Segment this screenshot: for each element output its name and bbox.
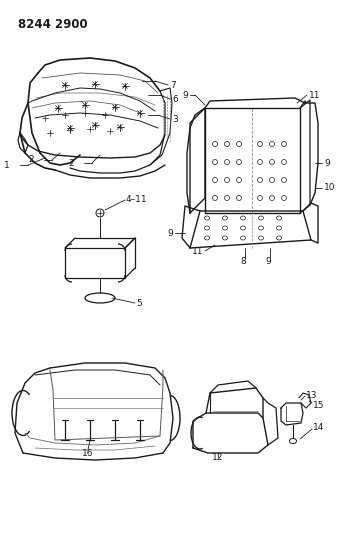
Text: 8244 2900: 8244 2900 [18, 19, 88, 31]
Text: 2: 2 [68, 158, 74, 167]
Text: 9: 9 [167, 229, 173, 238]
Text: 5: 5 [136, 298, 142, 308]
Text: 11: 11 [309, 91, 321, 100]
Text: 8: 8 [240, 256, 246, 265]
Text: 9: 9 [265, 256, 271, 265]
Text: 2: 2 [28, 156, 34, 165]
Text: 11: 11 [191, 246, 203, 255]
Text: 1: 1 [4, 160, 10, 169]
Text: 14: 14 [313, 424, 324, 432]
Text: 9: 9 [182, 91, 188, 100]
Text: 13: 13 [306, 391, 318, 400]
Text: 7: 7 [170, 80, 176, 90]
Text: 15: 15 [313, 400, 324, 409]
Text: 12: 12 [212, 454, 224, 463]
Text: 9: 9 [324, 158, 330, 167]
Text: 6: 6 [172, 94, 178, 103]
Text: 16: 16 [82, 449, 94, 458]
Text: 3: 3 [172, 115, 178, 124]
Text: 10: 10 [324, 183, 336, 192]
Text: 4–11: 4–11 [126, 196, 148, 205]
